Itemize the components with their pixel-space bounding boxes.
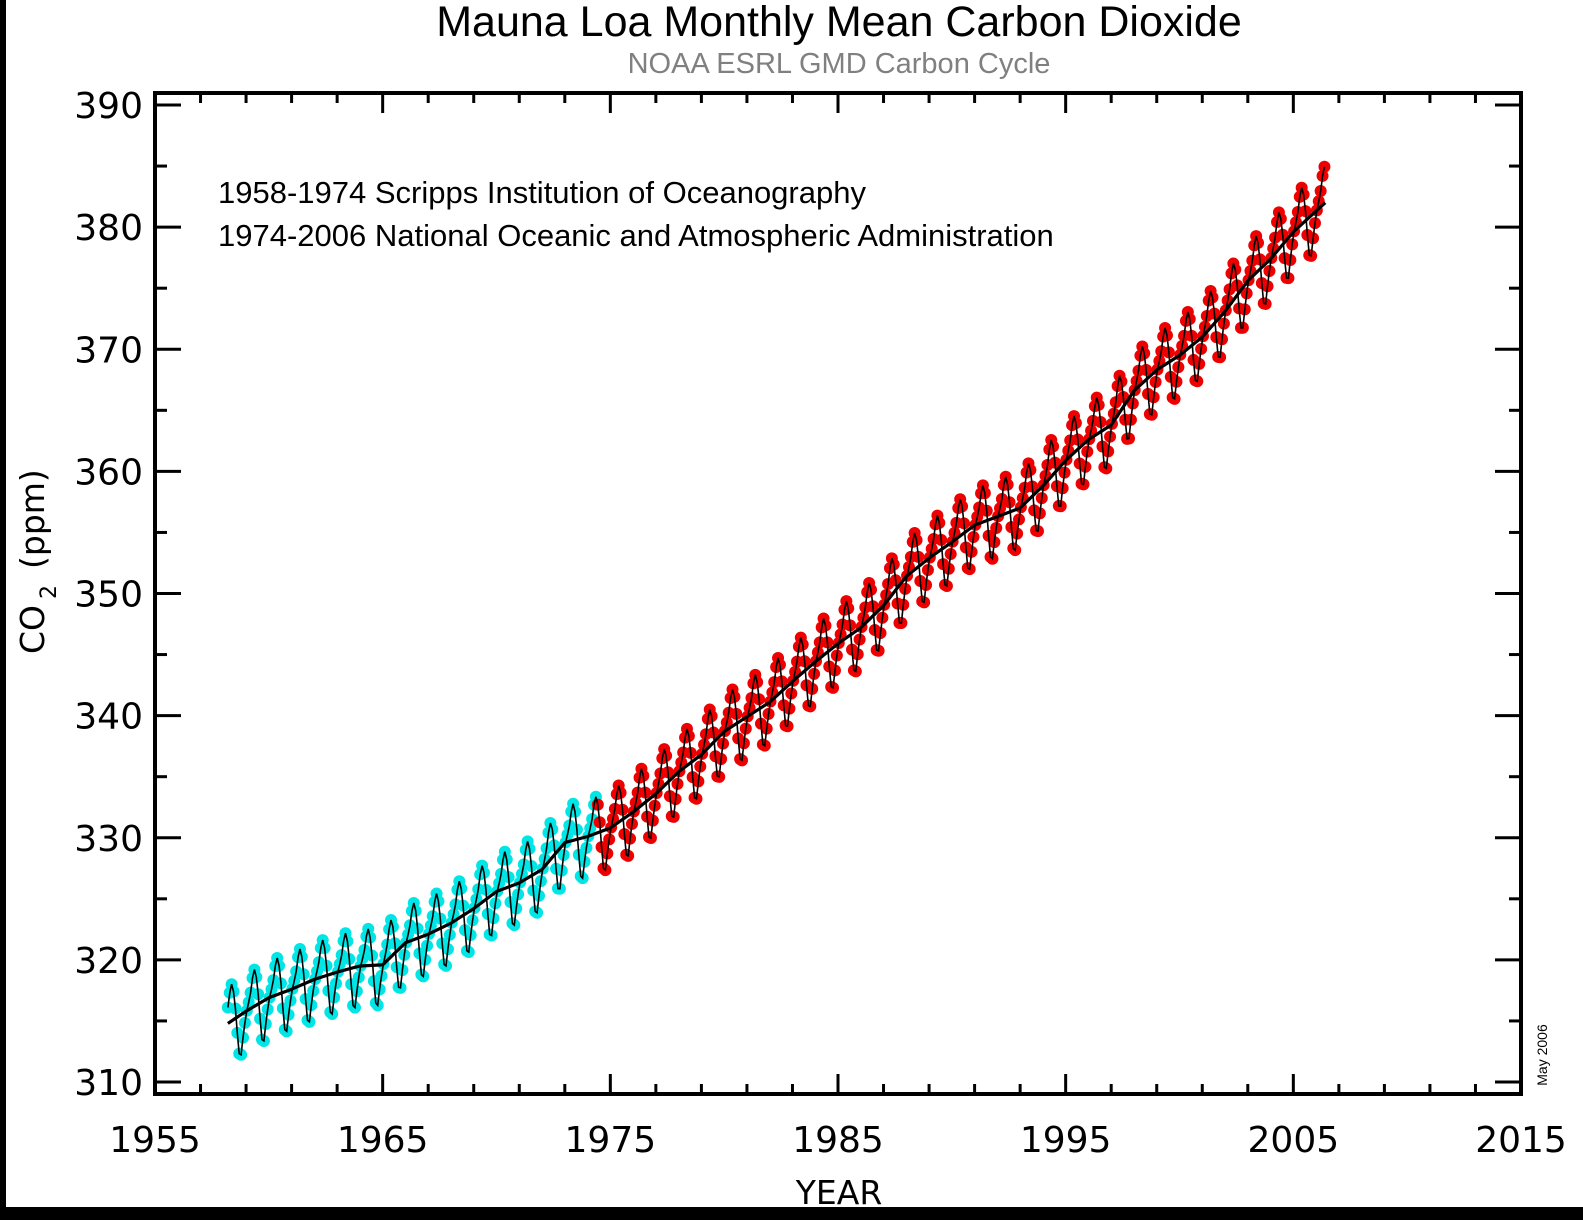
y-axis-label-main: CO: [13, 605, 52, 654]
chart-title: Mauna Loa Monthly Mean Carbon Dioxide: [436, 0, 1242, 46]
x-tick-label: 1955: [109, 1120, 201, 1161]
y-tick-label: 330: [74, 819, 143, 860]
x-tick-label: 2005: [1248, 1120, 1340, 1161]
axes: 1955 1965 1975 1985 1995 2005 2015 310 320 330 340…: [74, 86, 1567, 1161]
x-axis-label: YEAR: [795, 1173, 883, 1207]
x-tick-label: 1965: [337, 1120, 429, 1161]
x-tick-label: 2015: [1475, 1120, 1567, 1161]
trend-line: [227, 201, 1327, 1025]
x-tick-label: 1975: [565, 1120, 657, 1161]
monthly-line: [227, 166, 1326, 1057]
y-tick-label: 310: [74, 1063, 143, 1104]
y-tick-label: 360: [74, 452, 143, 493]
y-tick-label: 390: [74, 86, 143, 127]
annotation-noaa: 1974-2006 National Oceanic and Atmospher…: [218, 218, 1054, 253]
x-tick-label: 1985: [792, 1120, 884, 1161]
y-axis-label-unit: (ppm): [13, 469, 52, 569]
series-noaa: [591, 160, 1331, 877]
plot-area: [221, 160, 1331, 1061]
annotation-scripps: 1958-1974 Scripps Institution of Oceanog…: [218, 175, 866, 210]
y-tick-label: 350: [74, 575, 143, 616]
y-tick-label: 370: [74, 330, 143, 371]
date-stamp: May 2006: [1534, 1024, 1550, 1086]
y-axis-label-subscript: 2: [37, 585, 62, 599]
y-tick-label: 340: [74, 697, 143, 738]
y-axis-label: CO 2 (ppm): [13, 469, 62, 654]
x-tick-label: 1995: [1020, 1120, 1112, 1161]
co2-chart: Mauna Loa Monthly Mean Carbon Dioxide NO…: [13, 0, 1567, 1207]
y-tick-label: 320: [74, 941, 143, 982]
data-point: [1318, 160, 1331, 173]
series-scripps: [221, 790, 602, 1061]
y-tick-label: 380: [74, 208, 143, 249]
chart-subtitle: NOAA ESRL GMD Carbon Cycle: [628, 48, 1051, 80]
chart-frame: Mauna Loa Monthly Mean Carbon Dioxide NO…: [6, 0, 1583, 1207]
